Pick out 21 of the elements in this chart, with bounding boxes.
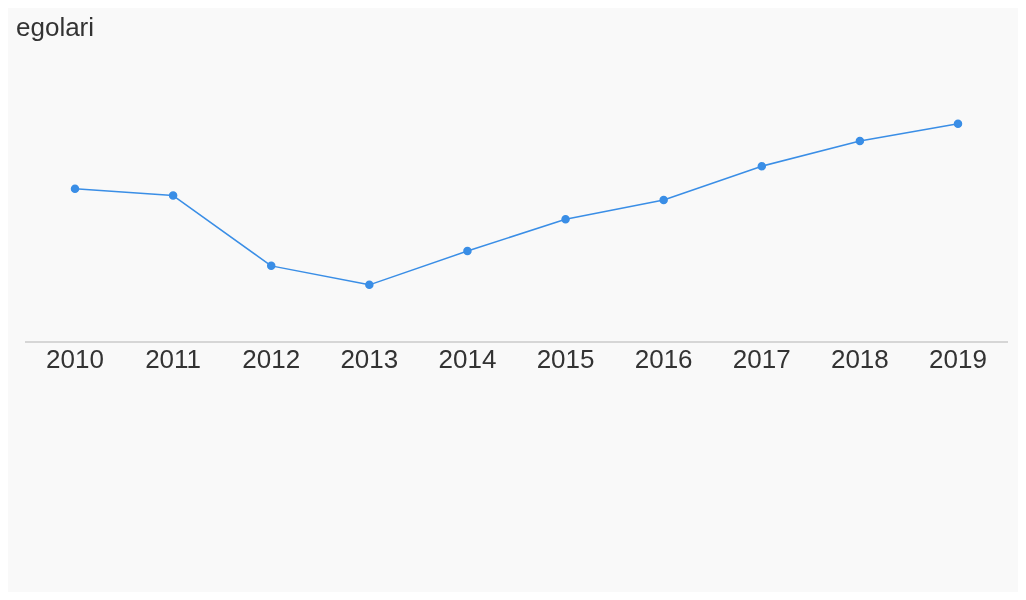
point xyxy=(953,119,963,129)
point xyxy=(561,214,570,224)
point xyxy=(757,161,767,171)
y-axis-title: egolari xyxy=(16,12,95,43)
point xyxy=(365,280,374,290)
x-tick-label: 2012 xyxy=(242,344,301,375)
x-tick-label: 2016 xyxy=(634,344,693,375)
point xyxy=(266,261,276,271)
point xyxy=(168,191,178,200)
x-tick-label: 2017 xyxy=(732,344,791,375)
point xyxy=(659,195,668,205)
x-tick-label: 2015 xyxy=(536,344,595,375)
x-tick-label: 2011 xyxy=(145,344,202,375)
x-tick-label: 2013 xyxy=(340,344,399,375)
point xyxy=(463,246,472,256)
point xyxy=(70,184,80,194)
point xyxy=(855,136,865,146)
x-tick-label: 2014 xyxy=(438,344,497,375)
x-tick-label: 2019 xyxy=(929,344,987,375)
x-tick-label: 2018 xyxy=(830,344,889,375)
x-tick-label: 2010 xyxy=(46,344,104,375)
